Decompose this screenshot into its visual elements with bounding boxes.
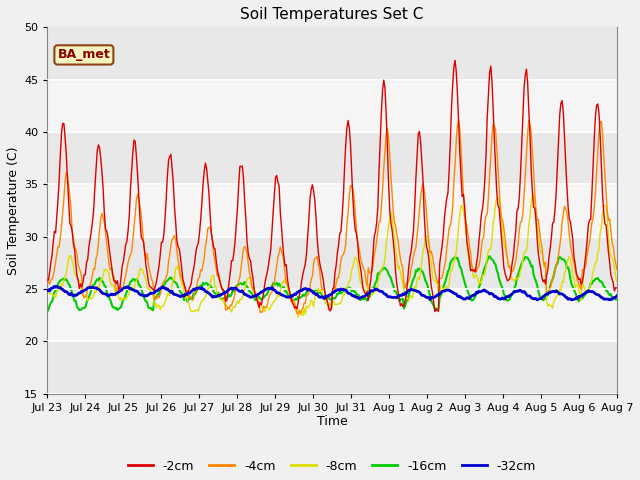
Bar xyxy=(47,289,617,341)
Bar xyxy=(47,184,617,237)
Bar xyxy=(47,80,617,132)
Text: BA_met: BA_met xyxy=(58,48,110,61)
Bar xyxy=(47,237,617,289)
X-axis label: Time: Time xyxy=(317,415,348,429)
Title: Soil Temperatures Set C: Soil Temperatures Set C xyxy=(241,7,424,22)
Bar xyxy=(47,27,617,80)
Bar xyxy=(47,341,617,394)
Y-axis label: Soil Temperature (C): Soil Temperature (C) xyxy=(7,146,20,275)
Legend: -2cm, -4cm, -8cm, -16cm, -32cm: -2cm, -4cm, -8cm, -16cm, -32cm xyxy=(123,455,541,478)
Bar xyxy=(47,132,617,184)
